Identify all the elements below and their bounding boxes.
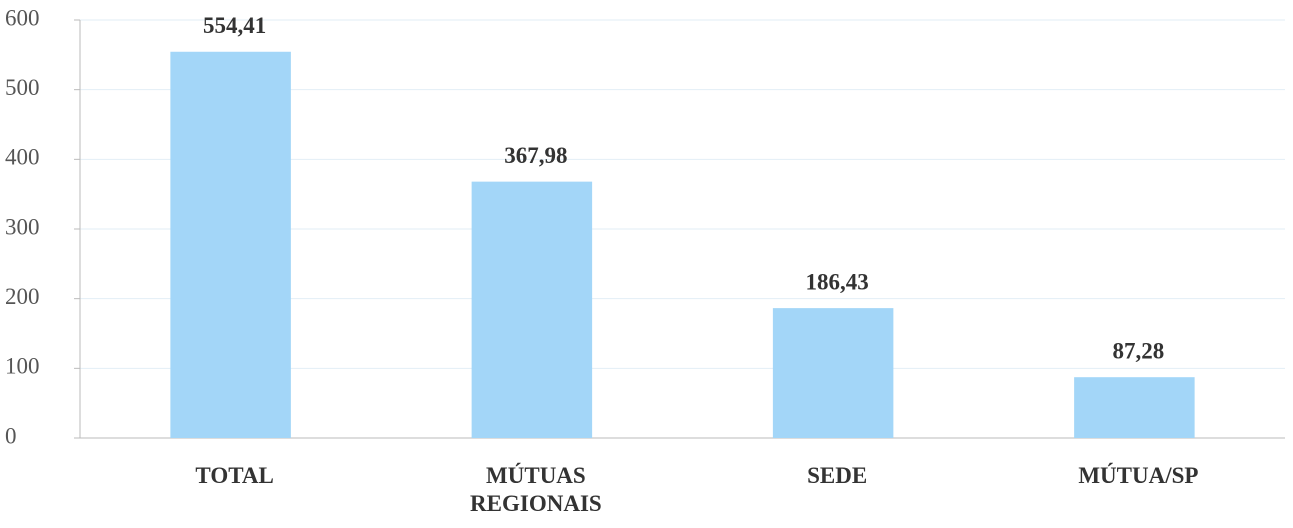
y-tick-label: 200 [5, 284, 40, 309]
x-tick-label: MÚTUAS REGIONAIS [470, 463, 602, 516]
y-tick-label: 500 [5, 75, 40, 100]
y-tick-label: 300 [5, 214, 40, 239]
y-tick-label: 600 [5, 5, 40, 30]
value-label: 186,43 [806, 269, 869, 294]
value-label: 87,28 [1113, 338, 1165, 363]
bar [471, 181, 593, 438]
y-tick-label: 100 [5, 354, 40, 379]
x-tick-label: TOTAL [195, 463, 274, 488]
value-label: 554,41 [203, 13, 266, 38]
x-tick-label: MÚTUA/SP [1078, 463, 1199, 488]
bar [170, 51, 291, 438]
value-label: 367,98 [504, 143, 567, 168]
y-tick-label: 400 [5, 145, 40, 170]
x-tick-label: SEDE [807, 463, 868, 488]
y-tick-label: 0 [5, 423, 17, 448]
bar [1074, 377, 1195, 438]
bar [772, 308, 894, 438]
